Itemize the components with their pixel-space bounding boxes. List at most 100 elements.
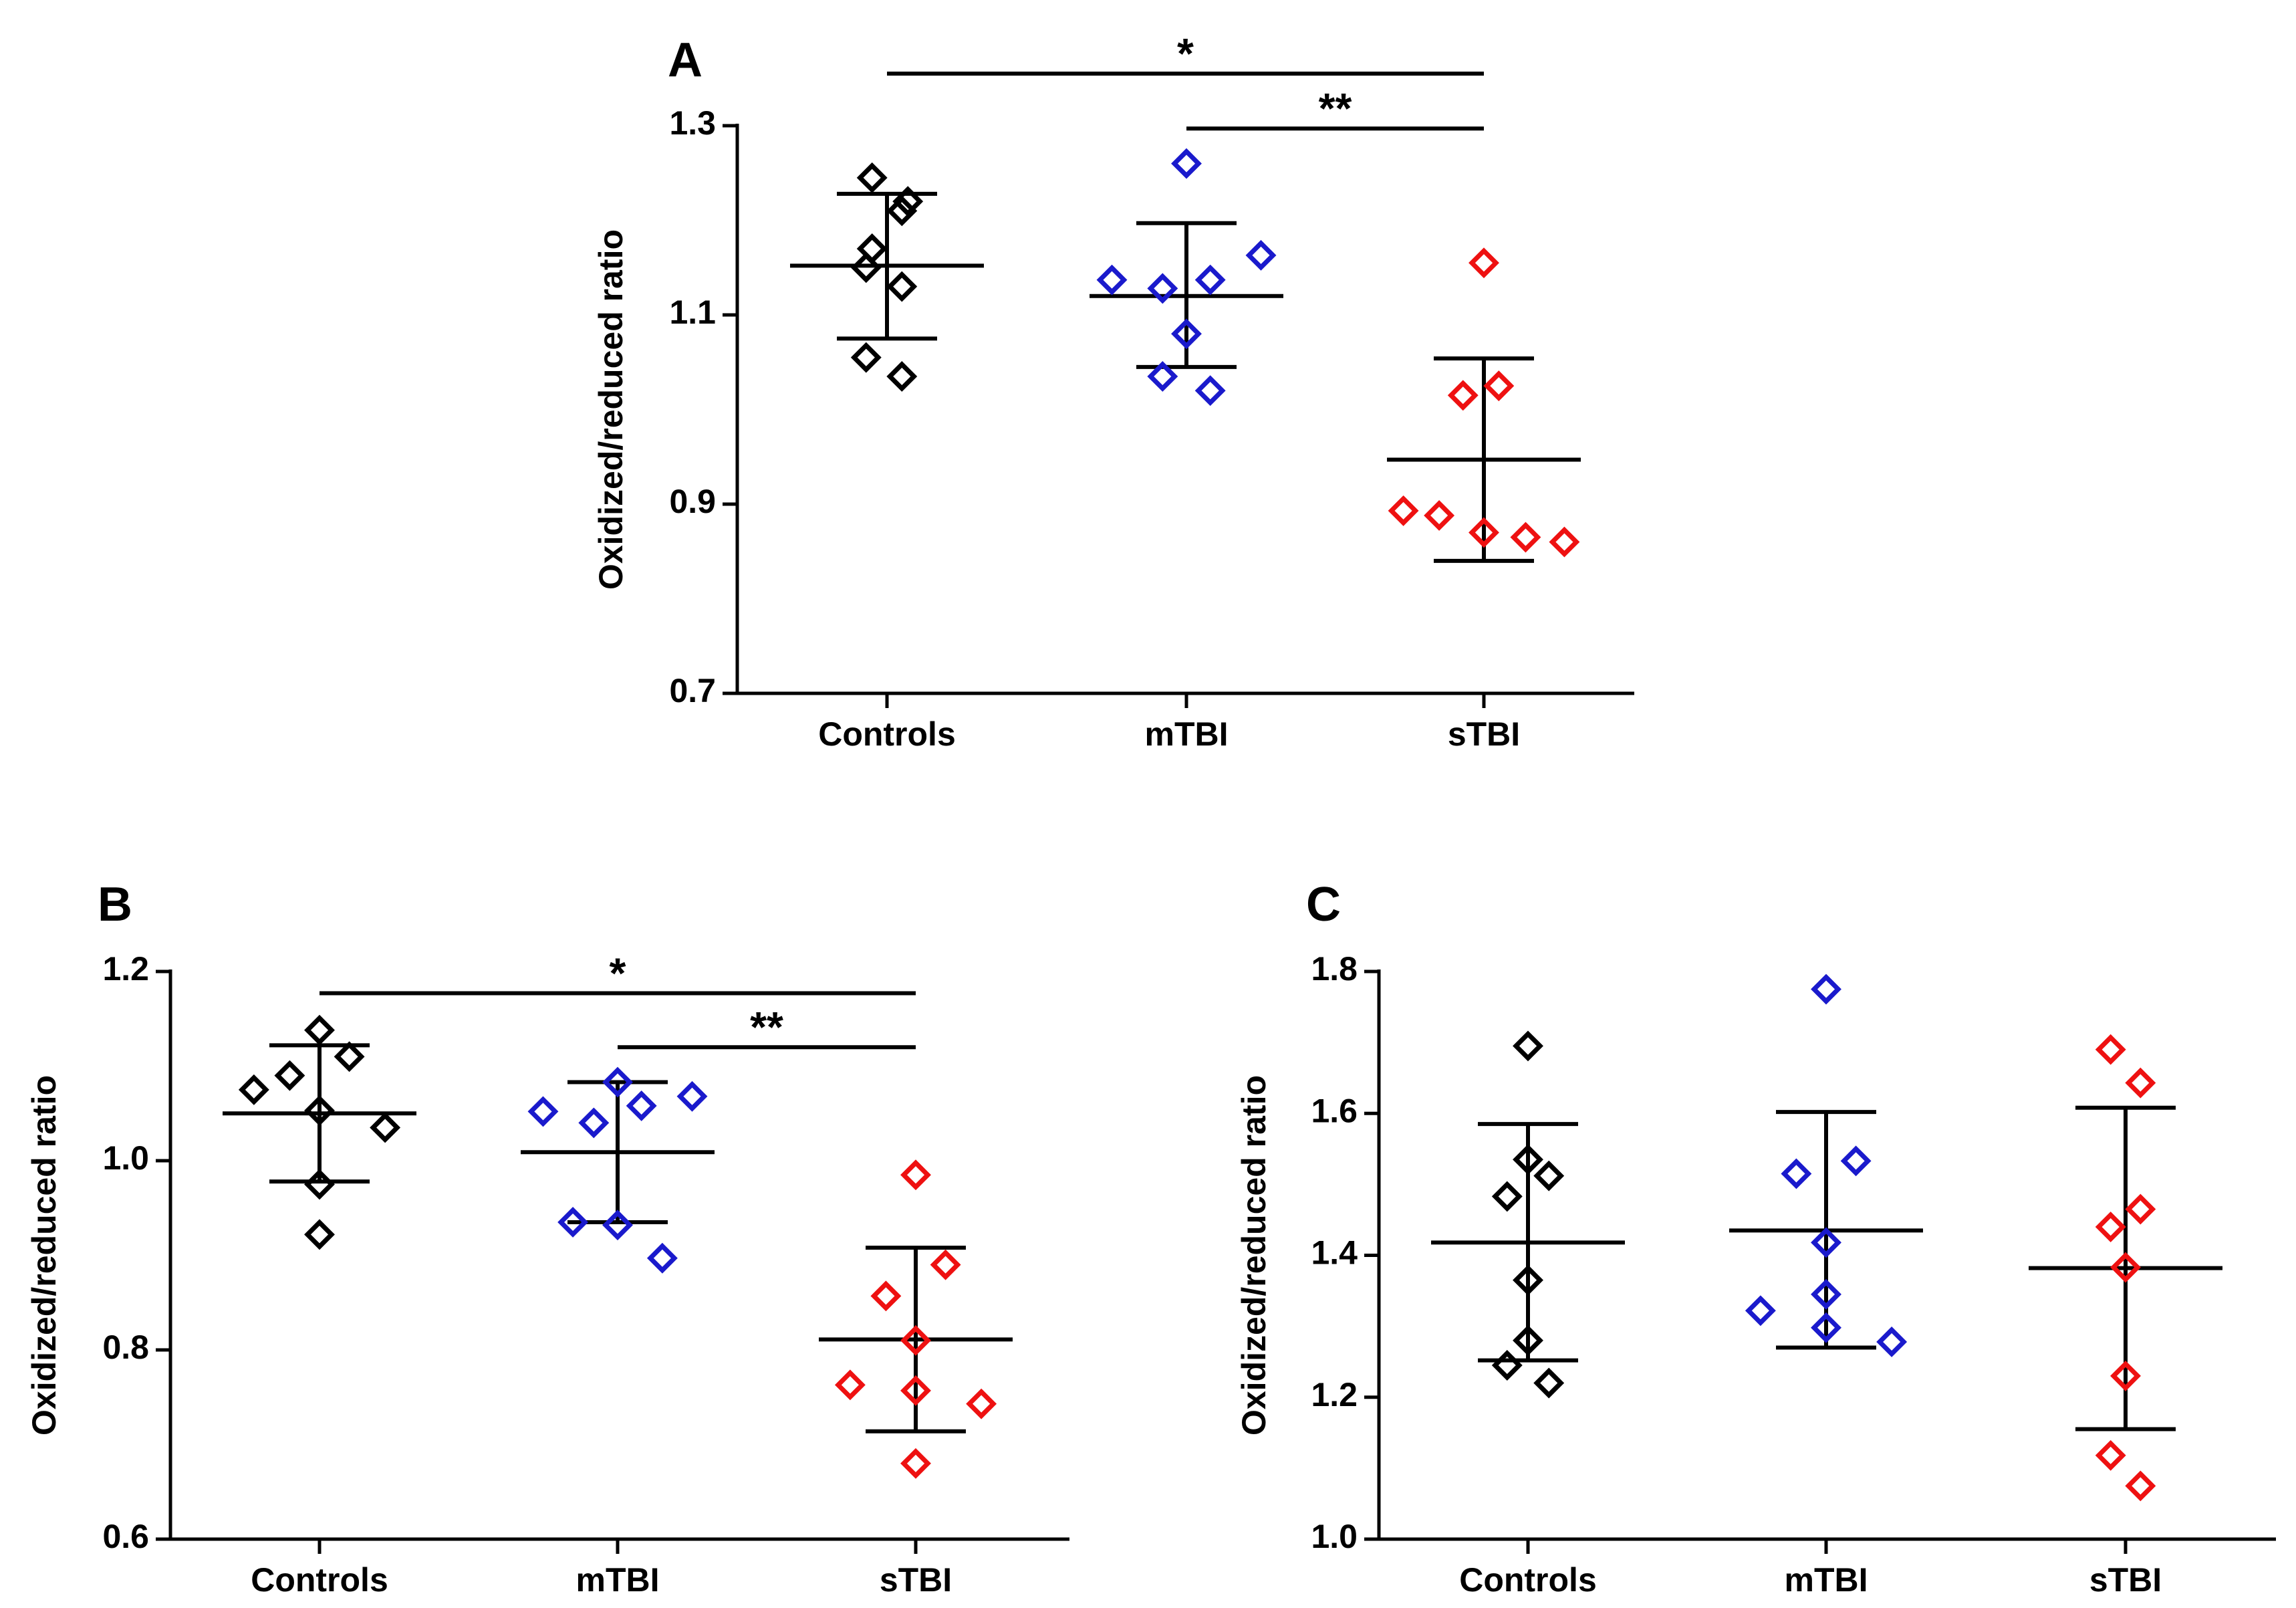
y-tick-label: 1.4 <box>1311 1234 1358 1272</box>
data-point <box>1533 1367 1565 1399</box>
data-point <box>886 195 918 227</box>
x-tick-label-stbi: sTBI <box>2089 1561 2162 1599</box>
y-tick-label: 1.0 <box>102 1139 149 1177</box>
data-point <box>557 1207 589 1238</box>
chart-panel-b: B 0.6 0.8 1.0 1.2 Controls mTBI sTBI Oxidized/re… <box>25 878 1069 1599</box>
data-point <box>370 1112 401 1143</box>
chart-panel-a: A 0.7 0.9 1.1 1.3 Controls mTBI sTBI Oxidized/re… <box>592 29 1634 753</box>
x-tick-label-controls: Controls <box>1459 1561 1597 1599</box>
data-point <box>304 1095 335 1126</box>
data-point <box>1171 148 1202 179</box>
data-point <box>1147 361 1178 392</box>
data-point <box>274 1060 305 1091</box>
data-point <box>2110 1360 2141 1391</box>
y-tick-label: 1.2 <box>1311 1376 1358 1413</box>
y-axis-title: Oxidized/reduced ratio <box>1235 1075 1273 1435</box>
data-point <box>900 1448 931 1479</box>
data-point <box>2110 1252 2141 1283</box>
data-point <box>1811 1312 1841 1343</box>
significance-label: ** <box>750 1003 783 1051</box>
y-tick-label: 0.8 <box>102 1329 149 1366</box>
y-tick-label: 1.6 <box>1311 1092 1358 1129</box>
data-point <box>892 186 924 217</box>
data-point <box>900 1325 931 1356</box>
y-tick-label: 1.8 <box>1311 950 1358 988</box>
data-point <box>2095 1034 2126 1065</box>
y-axis-title: Oxidized/reduced ratio <box>25 1075 63 1435</box>
data-point <box>602 1066 633 1098</box>
data-point <box>626 1090 657 1121</box>
data-point <box>1513 1144 1543 1175</box>
data-point <box>1171 318 1202 350</box>
data-point <box>334 1041 365 1072</box>
y-tick-label: 1.2 <box>102 950 149 988</box>
data-point <box>1745 1295 1776 1327</box>
y-tick-label: 1.0 <box>1311 1518 1358 1555</box>
x-tick-label-mtbi: mTBI <box>576 1561 660 1599</box>
data-point <box>930 1249 961 1280</box>
panel-letter: B <box>98 878 132 931</box>
data-point <box>1194 375 1226 407</box>
data-point <box>1811 1227 1841 1258</box>
data-point <box>1513 1325 1543 1356</box>
panel-letter: A <box>668 33 703 87</box>
x-tick-label-mtbi: mTBI <box>1145 715 1229 753</box>
data-point <box>870 1280 902 1312</box>
data-point <box>850 252 882 283</box>
data-point <box>304 1169 335 1200</box>
data-point <box>1513 1264 1543 1296</box>
x-tick-label-controls: Controls <box>818 715 956 753</box>
data-point <box>1194 264 1226 296</box>
series-stbi <box>2029 1034 2222 1502</box>
data-point <box>1388 495 1419 526</box>
y-tick-label: 0.7 <box>669 672 716 709</box>
data-point <box>1513 1030 1543 1062</box>
series-stbi <box>1387 247 1581 563</box>
data-point <box>1096 264 1128 296</box>
series-stbi <box>819 1159 1013 1479</box>
data-point <box>1510 522 1541 553</box>
significance-label: * <box>1177 29 1194 78</box>
data-point <box>1491 1350 1523 1381</box>
data-point <box>856 162 888 193</box>
series-controls <box>790 162 984 392</box>
y-tick-label: 0.9 <box>669 483 716 520</box>
data-point <box>2095 1440 2126 1471</box>
data-point <box>304 1014 335 1046</box>
data-point <box>238 1074 269 1105</box>
data-point <box>2125 1470 2156 1502</box>
x-tick-label-stbi: sTBI <box>880 1561 952 1599</box>
data-point <box>1424 500 1455 531</box>
y-tick-label: 1.3 <box>669 104 716 142</box>
data-point <box>602 1210 633 1241</box>
data-point <box>1781 1158 1812 1189</box>
data-point <box>646 1242 678 1274</box>
data-point <box>900 1159 931 1191</box>
data-point <box>1469 247 1499 279</box>
x-tick-label-mtbi: mTBI <box>1785 1561 1868 1599</box>
series-controls <box>223 1014 416 1250</box>
data-point <box>1147 273 1178 304</box>
y-tick-label: 1.1 <box>669 294 716 331</box>
data-point <box>900 1375 931 1406</box>
data-point <box>1840 1145 1872 1177</box>
data-point <box>966 1388 997 1419</box>
x-tick-label-stbi: sTBI <box>1448 715 1520 753</box>
series-controls <box>1431 1030 1625 1399</box>
data-point <box>1245 239 1277 271</box>
x-tick-label-controls: Controls <box>251 1561 388 1599</box>
data-point <box>886 361 918 392</box>
data-point <box>1811 973 1841 1005</box>
data-point <box>2095 1212 2126 1242</box>
data-point <box>676 1080 708 1112</box>
data-point <box>2125 1067 2156 1099</box>
significance-label: ** <box>1319 84 1352 132</box>
panel-letter: C <box>1306 878 1341 931</box>
chart-panel-c: C 1.0 1.2 1.4 1.6 1.8 Controls mTBI sTBI Oxidized… <box>1235 878 2276 1599</box>
data-point <box>1811 1278 1841 1310</box>
data-point <box>1469 517 1499 548</box>
data-point <box>1491 1181 1523 1212</box>
data-point <box>850 342 882 373</box>
data-point <box>304 1219 335 1250</box>
